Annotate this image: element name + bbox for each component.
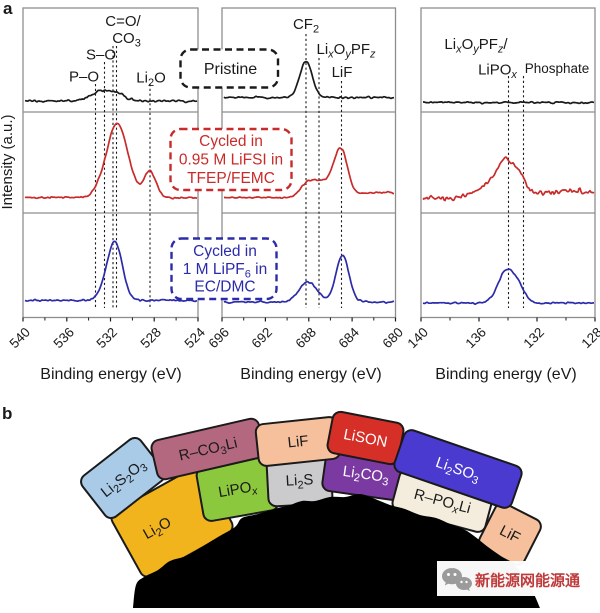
svg-text:Li2​O: Li2​O [136, 70, 165, 90]
svg-text:LiF: LiF [332, 64, 353, 81]
svg-text:S–O: S–O [86, 47, 116, 64]
svg-text:Li2​S: Li2​S [285, 471, 314, 492]
svg-text:0.95 M LiFSI in: 0.95 M LiFSI in [179, 152, 283, 169]
svg-text:Binding energy (eV): Binding energy (eV) [40, 366, 181, 383]
svg-text:LiPOx​: LiPOx​ [478, 62, 517, 82]
svg-text:Binding energy (eV): Binding energy (eV) [240, 366, 381, 383]
svg-text:新能源网能源通: 新能源网能源通 [475, 572, 580, 590]
svg-text:a: a [3, 0, 13, 18]
svg-text:CO3​: CO3​ [112, 30, 141, 50]
svg-text:TFEP/FEMC: TFEP/FEMC [187, 170, 275, 187]
svg-text:LiF: LiF [287, 432, 310, 451]
svg-text:EC/DMC: EC/DMC [194, 279, 255, 296]
svg-text:Cycled in: Cycled in [199, 133, 263, 150]
svg-text:Intensity (a.u.): Intensity (a.u.) [0, 114, 16, 209]
svg-text:Binding energy (eV): Binding energy (eV) [435, 366, 576, 383]
svg-text:P–O: P–O [69, 69, 99, 86]
svg-text:CF2​: CF2​ [293, 16, 319, 36]
svg-text:Cycled in: Cycled in [193, 243, 257, 260]
svg-text:b: b [2, 404, 12, 423]
svg-text:Pristine: Pristine [204, 61, 257, 78]
svg-text:Phosphate: Phosphate [525, 61, 590, 76]
svg-text:C=O/: C=O/ [105, 13, 141, 30]
